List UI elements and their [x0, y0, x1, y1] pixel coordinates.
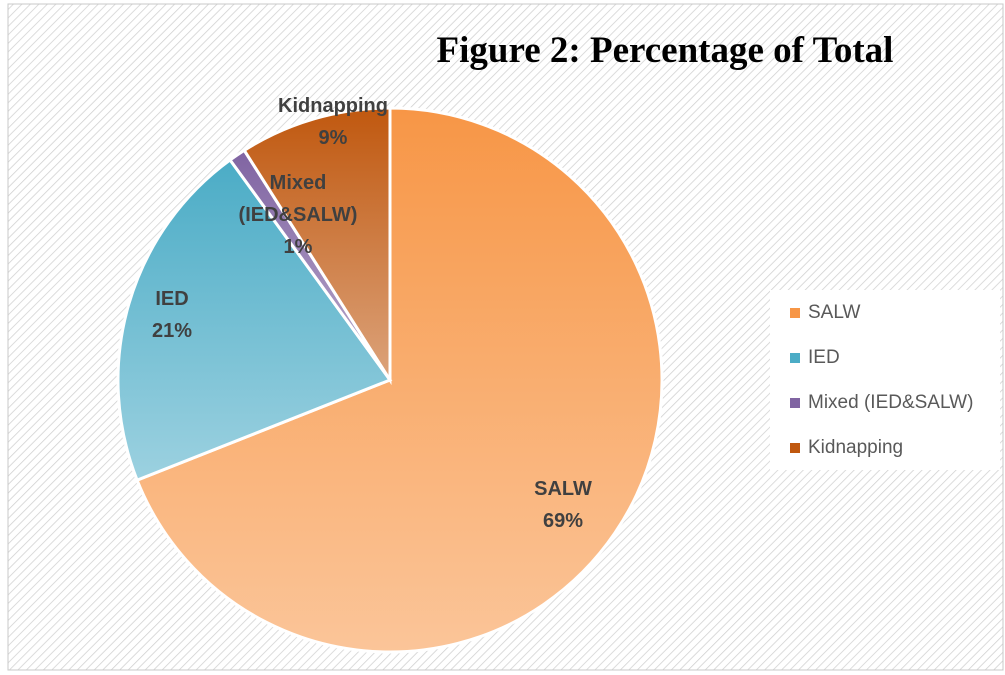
data-label: Mixed (IED&SALW) 1%	[228, 167, 368, 263]
data-label-category: IED	[155, 288, 189, 310]
pie-slice	[242, 106, 392, 386]
data-label-category: Kidnapping	[278, 95, 388, 117]
legend-label: Kidnapping	[808, 437, 903, 458]
data-label-category: SALW	[534, 478, 592, 500]
chart-title: Figure 2: Percentage of Total	[437, 30, 894, 71]
data-label-value: 21%	[151, 320, 193, 342]
legend-swatch	[790, 398, 800, 408]
data-label-category: Mixed (IED&SALW)	[238, 172, 358, 226]
data-label: SALW 69%	[534, 473, 592, 537]
legend-label: SALW	[808, 302, 861, 323]
data-label-value: 9%	[318, 127, 348, 149]
data-label: Kidnapping 9%	[278, 90, 388, 154]
legend-swatch	[790, 353, 800, 363]
data-label-value: 1%	[283, 236, 313, 258]
legend-box	[770, 290, 1000, 470]
data-label-value: 69%	[542, 510, 584, 532]
pie-slice	[116, 157, 393, 483]
legend-label: Mixed (IED&SALW)	[808, 392, 973, 413]
legend-swatch	[790, 443, 800, 453]
legend-label: IED	[808, 347, 840, 368]
legend-swatch	[790, 308, 800, 318]
data-label: IED 21%	[152, 283, 192, 347]
pie-slice	[135, 106, 664, 654]
